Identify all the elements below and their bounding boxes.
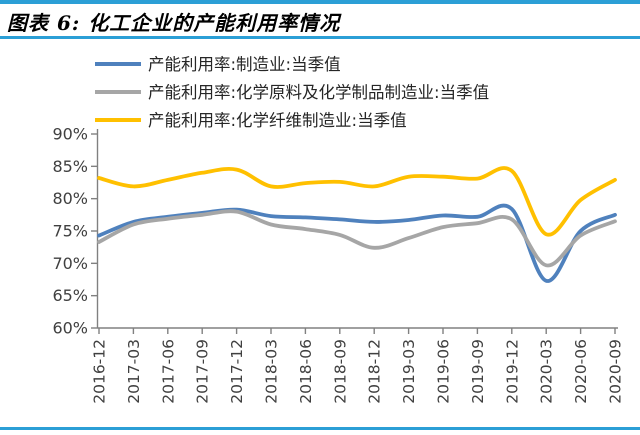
y-tick-label: 80% bbox=[52, 189, 88, 208]
x-tick-label: 2019-12 bbox=[503, 339, 521, 404]
y-tick-label: 90% bbox=[52, 125, 88, 144]
x-tick-label: 2018-06 bbox=[297, 339, 315, 404]
legend-label: 产能利用率:化学原料及化学制品制造业:当季值 bbox=[148, 83, 489, 102]
legend-label: 产能利用率:化学纤维制造业:当季值 bbox=[148, 111, 407, 130]
legend-item: 产能利用率:化学纤维制造业:当季值 bbox=[95, 111, 407, 130]
x-tick-label: 2017-03 bbox=[125, 339, 143, 404]
x-tick-label: 2017-06 bbox=[159, 339, 177, 404]
chart-legend: 产能利用率:制造业:当季值产能利用率:化学原料及化学制品制造业:当季值产能利用率… bbox=[95, 55, 489, 130]
x-tick-label: 2018-03 bbox=[263, 339, 281, 404]
x-tick-label: 2017-12 bbox=[228, 339, 246, 404]
x-tick-label: 2020-06 bbox=[572, 339, 590, 404]
bottom-accent-rule bbox=[0, 427, 640, 430]
x-tick-label: 2020-03 bbox=[538, 339, 556, 404]
x-tick-label: 2019-06 bbox=[435, 339, 453, 404]
x-tick-label: 2020-09 bbox=[607, 339, 625, 404]
y-tick-label: 60% bbox=[52, 319, 88, 338]
figure-title: 图表 6: 化工企业的产能利用率情况 bbox=[7, 11, 341, 35]
y-tick-label: 85% bbox=[52, 157, 88, 176]
line-chart-canvas: 产能利用率:制造业:当季值产能利用率:化学原料及化学制品制造业:当季值产能利用率… bbox=[52, 55, 625, 404]
x-tick-label: 2018-09 bbox=[331, 339, 349, 404]
legend-label: 产能利用率:制造业:当季值 bbox=[148, 55, 341, 74]
top-accent-rule bbox=[0, 0, 640, 4]
x-tick-label: 2017-09 bbox=[194, 339, 212, 404]
y-tick-label: 70% bbox=[52, 254, 88, 273]
y-tick-label: 75% bbox=[52, 222, 88, 241]
series-line-2 bbox=[97, 166, 617, 237]
capacity-utilization-chart: 产能利用率:制造业:当季值产能利用率:化学原料及化学制品制造业:当季值 产能利用率… bbox=[0, 39, 640, 427]
x-tick-label: 2016-12 bbox=[91, 339, 109, 404]
x-tick-label: 2019-03 bbox=[400, 339, 418, 404]
legend-item: 产能利用率:制造业:当季值 bbox=[95, 55, 341, 74]
x-tick-label: 2018-12 bbox=[366, 339, 384, 404]
title-underline-rule bbox=[0, 36, 640, 39]
x-tick-label: 2019-09 bbox=[469, 339, 487, 404]
legend-item: 产能利用率:化学原料及化学制品制造业:当季值 bbox=[95, 83, 489, 102]
y-tick-label: 65% bbox=[52, 286, 88, 305]
series-line-1 bbox=[97, 209, 617, 268]
